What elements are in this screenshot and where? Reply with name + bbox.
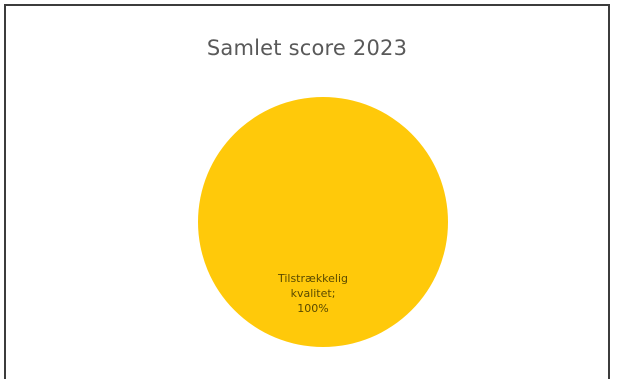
pie-slice-label-line: Tilstrækkelig [277, 272, 348, 285]
pie-slice-label-line: kvalitet; [291, 287, 336, 300]
pie-slices [198, 97, 448, 347]
pie-slice-label-line: 100% [297, 302, 328, 315]
pie-slice-label-0: Tilstrækkelig kvalitet; 100% [277, 272, 348, 315]
pie-slice-0 [198, 97, 448, 347]
chart-title: Samlet score 2023 [206, 36, 408, 60]
pie-data-labels: Tilstrækkelig kvalitet; 100% [277, 272, 348, 315]
